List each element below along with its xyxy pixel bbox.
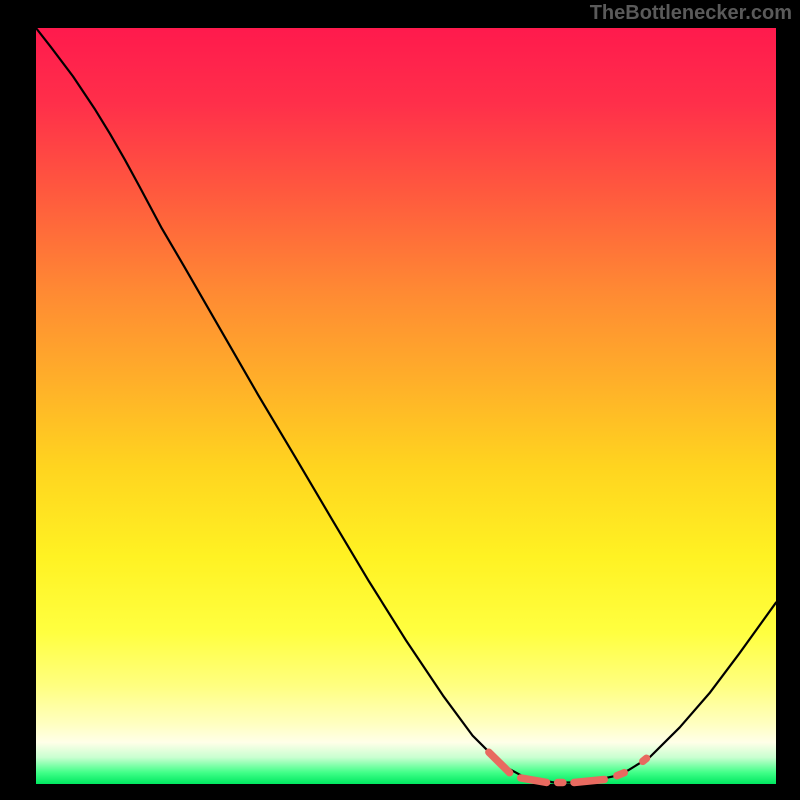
marker-segment xyxy=(574,779,604,782)
bottleneck-chart xyxy=(0,0,800,800)
plot-background xyxy=(36,28,776,784)
marker-segment xyxy=(643,758,647,761)
marker-segment xyxy=(521,778,547,783)
marker-segment xyxy=(617,773,624,776)
watermark-text: TheBottlenecker.com xyxy=(590,2,792,25)
